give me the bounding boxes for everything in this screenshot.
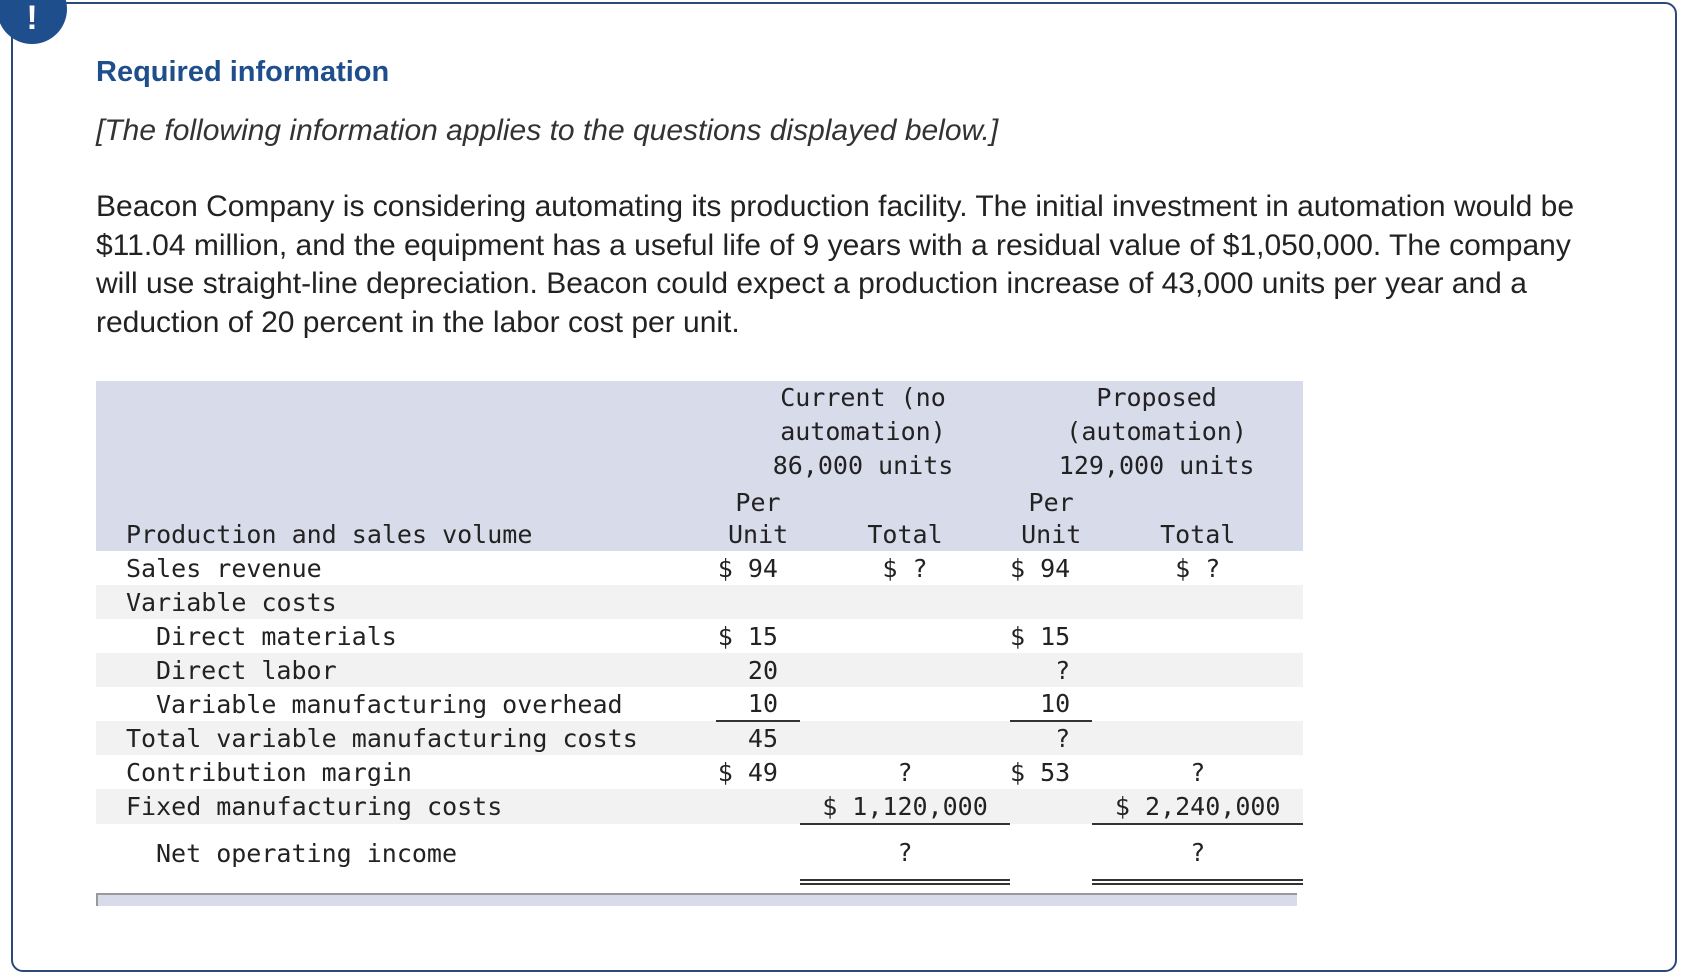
table-row: Contribution margin $ 49? $ 53? bbox=[96, 755, 1303, 789]
table-row: Variable costs bbox=[96, 585, 1304, 619]
row-label: Fixed manufacturing costs bbox=[96, 789, 716, 824]
title: Required information bbox=[96, 56, 390, 88]
row-label: Sales revenue bbox=[126, 553, 322, 583]
cell bbox=[1010, 789, 1093, 824]
column-header: Per Unit bbox=[1010, 483, 1093, 551]
column-header: Total bbox=[1092, 483, 1304, 551]
row-label: Direct labor bbox=[96, 653, 716, 687]
group-name: Current (no automation) bbox=[780, 383, 946, 446]
table-row: Direct materials $ 15 $ 15 bbox=[96, 619, 1303, 653]
cell bbox=[716, 789, 800, 824]
cell bbox=[800, 585, 1010, 619]
group-units: 86,000 units bbox=[772, 451, 954, 480]
cell bbox=[1092, 721, 1304, 755]
data-table: Current (no automation) 86,000 units Prop… bbox=[96, 381, 1304, 885]
cell: $ ? bbox=[1175, 553, 1221, 583]
cell: $ ? bbox=[882, 553, 928, 583]
column-header: Total bbox=[800, 483, 1010, 551]
cell bbox=[800, 653, 1010, 687]
cell: ? bbox=[1092, 824, 1304, 885]
cell: $ 2,240,000 bbox=[1092, 789, 1304, 825]
cell: $ 15 bbox=[1010, 621, 1071, 651]
row-label: Net operating income bbox=[156, 838, 458, 868]
cell bbox=[716, 585, 800, 619]
cell: 10 bbox=[716, 687, 800, 722]
cell: ? bbox=[800, 824, 1010, 885]
cell: ? bbox=[1010, 721, 1093, 755]
group-units: 129,000 units bbox=[1058, 451, 1255, 480]
group-header: Proposed (automation) 129,000 units bbox=[1010, 381, 1304, 483]
subtitle: [The following information applies to th… bbox=[96, 114, 999, 147]
cell: $ 94 bbox=[717, 553, 778, 583]
cell bbox=[1092, 653, 1304, 687]
cell: ? bbox=[1010, 653, 1093, 687]
group-header: Current (no automation) 86,000 units bbox=[716, 381, 1010, 483]
column-header: Production and sales volume bbox=[96, 483, 716, 551]
cell: 45 bbox=[716, 721, 800, 755]
cell bbox=[1092, 619, 1303, 653]
cell bbox=[800, 721, 1010, 755]
row-label: Variable costs bbox=[96, 585, 716, 619]
cell bbox=[716, 824, 800, 882]
column-header-text: Per Unit bbox=[1021, 488, 1082, 549]
cell: $ 15 bbox=[717, 621, 778, 651]
table-row: Variable manufacturing overhead 10 10 bbox=[96, 687, 1303, 722]
row-label: Contribution margin bbox=[126, 757, 412, 787]
table-footer-bar bbox=[96, 893, 1297, 906]
cell bbox=[1010, 824, 1092, 882]
row-label: Total variable manufacturing costs bbox=[96, 721, 716, 755]
column-header: Per Unit bbox=[716, 483, 800, 551]
row-label: Variable manufacturing overhead bbox=[156, 689, 623, 719]
cell: 20 bbox=[716, 653, 800, 687]
column-header-text: Per Unit bbox=[728, 488, 789, 549]
header-row: Current (no automation) 86,000 units Prop… bbox=[96, 381, 1304, 483]
paragraph: Beacon Company is considering automating… bbox=[96, 190, 1575, 339]
cell: $ 53 bbox=[1010, 757, 1071, 787]
table-row: Total variable manufacturing costs 45? bbox=[96, 721, 1304, 755]
table-row: Direct labor 20? bbox=[96, 653, 1304, 687]
cell: 10 bbox=[1010, 687, 1093, 722]
cell bbox=[800, 619, 1010, 653]
cell: ? bbox=[1190, 757, 1206, 787]
cell bbox=[1010, 585, 1093, 619]
header-row: Production and sales volume Per Unit Tot… bbox=[96, 483, 1304, 551]
cell: ? bbox=[897, 757, 913, 787]
row-label: Direct materials bbox=[156, 621, 397, 651]
group-name: Proposed (automation) bbox=[1066, 383, 1247, 446]
table-row: Sales revenue $ 94 $ ? $ 94 $ ? bbox=[96, 551, 1303, 585]
cell bbox=[1092, 687, 1303, 721]
alert-icon: ! bbox=[0, 0, 67, 44]
cell: $ 1,120,000 bbox=[800, 789, 1010, 825]
cell bbox=[1092, 585, 1304, 619]
table-row: Net operating income?? bbox=[96, 824, 1304, 885]
table-row: Fixed manufacturing costs $ 1,120,000 $ 2,… bbox=[96, 789, 1304, 825]
cell: $ 49 bbox=[717, 757, 778, 787]
cell bbox=[800, 687, 1010, 721]
cell: $ 94 bbox=[1010, 553, 1071, 583]
